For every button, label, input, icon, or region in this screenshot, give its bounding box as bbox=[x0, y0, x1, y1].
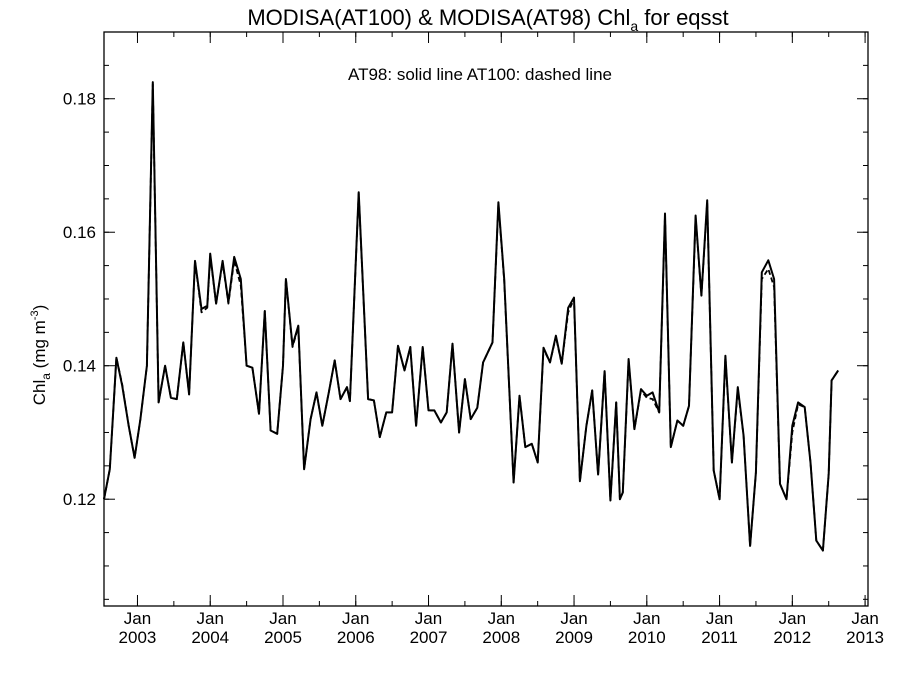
x-tick-label-year: 2012 bbox=[773, 628, 811, 647]
y-tick-label: 0.12 bbox=[63, 490, 96, 509]
y-tick-label: 0.14 bbox=[63, 357, 96, 376]
x-tick-label-month: Jan bbox=[560, 609, 587, 628]
x-tick-label-month: Jan bbox=[415, 609, 442, 628]
series-line-at100 bbox=[103, 83, 839, 552]
x-tick-label-month: Jan bbox=[342, 609, 369, 628]
axes: 0.120.140.160.18Jan2003Jan2004Jan2005Jan… bbox=[63, 32, 884, 647]
chart-title-subscript: a bbox=[630, 18, 638, 34]
y-axis-label-main: Chl bbox=[30, 380, 49, 406]
x-tick-label-month: Jan bbox=[269, 609, 296, 628]
x-tick-label-year: 2003 bbox=[119, 628, 157, 647]
x-tick-label-year: 2011 bbox=[701, 628, 738, 647]
x-tick-label-month: Jan bbox=[706, 609, 733, 628]
x-tick-label-year: 2004 bbox=[191, 628, 229, 647]
y-tick-label: 0.18 bbox=[63, 90, 96, 109]
y-axis-label-subscript: a bbox=[39, 373, 53, 380]
y-tick-label: 0.16 bbox=[63, 223, 96, 242]
x-tick-label-month: Jan bbox=[124, 609, 151, 628]
y-axis-label-superscript: -3 bbox=[29, 310, 41, 320]
chart-annotation: AT98: solid line AT100: dashed line bbox=[348, 65, 612, 84]
x-tick-label-month: Jan bbox=[779, 609, 806, 628]
x-tick-label-month: Jan bbox=[851, 609, 878, 628]
series-line-at98 bbox=[103, 81, 840, 552]
y-axis-label-unit: (mg m bbox=[30, 320, 49, 373]
x-tick-label-year: 2006 bbox=[337, 628, 375, 647]
chart-title-prefix: MODISA(AT100) & MODISA(AT98) Chl bbox=[247, 5, 630, 30]
chart-title-suffix: for eqsst bbox=[638, 5, 728, 30]
chart-title: MODISA(AT100) & MODISA(AT98) Chla for eq… bbox=[247, 5, 728, 34]
x-tick-label-month: Jan bbox=[197, 609, 224, 628]
x-tick-label-year: 2009 bbox=[555, 628, 593, 647]
x-tick-label-year: 2007 bbox=[410, 628, 448, 647]
x-tick-label-year: 2008 bbox=[482, 628, 520, 647]
plot-frame bbox=[103, 31, 869, 607]
x-tick-label-year: 2013 bbox=[846, 628, 884, 647]
x-tick-label-month: Jan bbox=[633, 609, 660, 628]
y-axis-label: Chla (mg m-3) bbox=[29, 305, 53, 406]
y-axis-label-close: ) bbox=[30, 305, 49, 311]
x-tick-label-year: 2010 bbox=[628, 628, 666, 647]
series-layer bbox=[103, 81, 840, 552]
x-tick-label-year: 2005 bbox=[264, 628, 302, 647]
x-tick-label-month: Jan bbox=[488, 609, 515, 628]
